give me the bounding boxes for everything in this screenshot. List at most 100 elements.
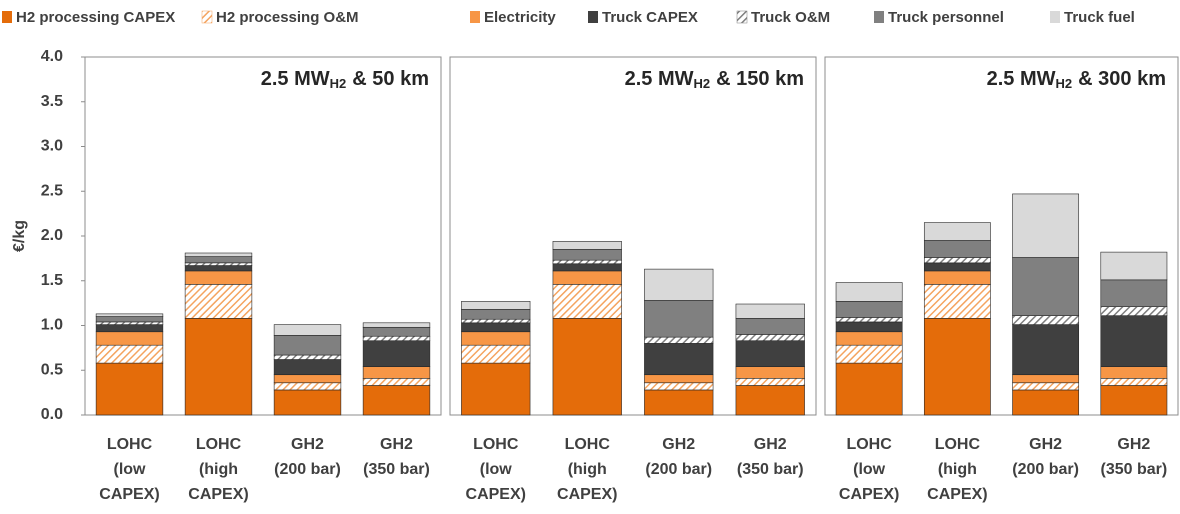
bar-segment	[273, 324, 342, 336]
bar-segment	[644, 374, 714, 384]
x-tick-label: CAPEX)	[927, 486, 987, 503]
bar-segment	[95, 331, 164, 346]
y-tick-label: 0.0	[41, 406, 63, 423]
bar-segment	[362, 340, 431, 367]
legend-swatch	[736, 10, 748, 24]
x-tick-label: LOHC	[196, 436, 242, 453]
bar-segment	[184, 256, 253, 264]
bar-segment	[1100, 279, 1168, 308]
bar-segment	[644, 268, 714, 301]
bar-segment	[835, 317, 903, 323]
legend-label: Truck O&M	[751, 9, 830, 26]
bar-segment	[644, 343, 714, 376]
bar-segment	[1100, 306, 1168, 316]
bar-segment	[835, 362, 903, 416]
legend-swatch	[2, 11, 12, 23]
x-tick-label: (high	[568, 461, 607, 478]
x-tick-label: (200 bar)	[645, 461, 712, 478]
bar-segment	[552, 259, 622, 265]
bar-segment	[95, 324, 164, 333]
x-tick-label: LOHC	[473, 436, 519, 453]
panel-title: 2.5 MWH2 & 300 km	[987, 68, 1166, 91]
bar-segment	[552, 270, 622, 285]
plot-frame	[824, 56, 1179, 416]
x-tick-label: GH2	[662, 436, 695, 453]
bar-segment	[735, 366, 805, 379]
legend-label: H2 processing CAPEX	[16, 9, 175, 26]
legend-label: Truck personnel	[888, 9, 1004, 26]
bar-segment	[184, 265, 253, 272]
bar-segment	[95, 362, 164, 416]
y-tick-label: 1.5	[41, 272, 63, 289]
bar-segment	[1100, 366, 1168, 379]
bar-segment	[835, 282, 903, 302]
bar-segment	[923, 222, 991, 241]
x-tick-label: LOHC	[846, 436, 892, 453]
bar-segment	[644, 300, 714, 338]
bar-segment	[735, 385, 805, 416]
legend-label: H2 processing O&M	[216, 9, 359, 26]
y-tick-label: 3.0	[41, 138, 63, 155]
bar-segment	[461, 309, 531, 320]
bar-segment	[362, 335, 431, 342]
bar-segment	[835, 321, 903, 333]
bar-segment	[552, 249, 622, 261]
x-tick-label: (high	[199, 461, 238, 478]
x-tick-label: GH2	[380, 436, 413, 453]
legend-swatch	[201, 10, 213, 24]
bar-segment	[461, 344, 531, 364]
x-tick-label: (low	[480, 461, 513, 478]
x-tick-label: CAPEX)	[188, 486, 248, 503]
bar-segment	[1100, 378, 1168, 386]
legend-swatch	[470, 11, 480, 23]
bar-segment	[1100, 251, 1168, 281]
bar-segment	[735, 340, 805, 367]
bar-segment	[735, 334, 805, 342]
bar-segment	[644, 389, 714, 416]
bar-segment	[461, 318, 531, 324]
bar-segment	[923, 270, 991, 285]
y-axis-label: €/kg	[11, 220, 28, 252]
bar-segment	[461, 331, 531, 346]
bar-segment	[644, 382, 714, 391]
bar-segment	[835, 344, 903, 364]
bar-segment	[1100, 315, 1168, 367]
bar-segment	[835, 301, 903, 318]
bar-segment	[1012, 374, 1080, 384]
bar-segment	[362, 366, 431, 379]
x-tick-label: (350 bar)	[1101, 461, 1168, 478]
legend-swatch	[874, 11, 884, 23]
x-tick-label: CAPEX)	[466, 486, 526, 503]
bar-segment	[184, 284, 253, 319]
legend-swatch	[1050, 11, 1060, 23]
bar-segment	[95, 316, 164, 323]
bar-segment	[273, 359, 342, 376]
x-tick-label: (350 bar)	[363, 461, 430, 478]
x-tick-label: (200 bar)	[1012, 461, 1079, 478]
y-tick-label: 3.5	[41, 93, 63, 110]
bar-segment	[184, 262, 253, 266]
bar-segment	[552, 241, 622, 250]
bar-segment	[273, 335, 342, 356]
bar-segment	[923, 318, 991, 416]
bar-segment	[552, 284, 622, 319]
x-tick-label: GH2	[291, 436, 324, 453]
bar-segment	[273, 382, 342, 391]
bar-segment	[1012, 389, 1080, 416]
x-tick-label: CAPEX)	[557, 486, 617, 503]
x-tick-label: (350 bar)	[737, 461, 804, 478]
x-tick-label: (200 bar)	[274, 461, 341, 478]
y-tick-label: 0.5	[41, 361, 63, 378]
bar-segment	[835, 331, 903, 346]
x-tick-label: LOHC	[107, 436, 153, 453]
bar-segment	[461, 301, 531, 310]
x-tick-label: (low	[114, 461, 147, 478]
panel-title: 2.5 MWH2 & 50 km	[261, 68, 429, 91]
bar-segment	[1012, 324, 1080, 376]
x-tick-label: GH2	[754, 436, 787, 453]
bar-segment	[552, 318, 622, 416]
x-tick-label: GH2	[1117, 436, 1150, 453]
bar-segment	[735, 303, 805, 319]
bar-segment	[362, 326, 431, 337]
y-tick-label: 2.0	[41, 227, 63, 244]
